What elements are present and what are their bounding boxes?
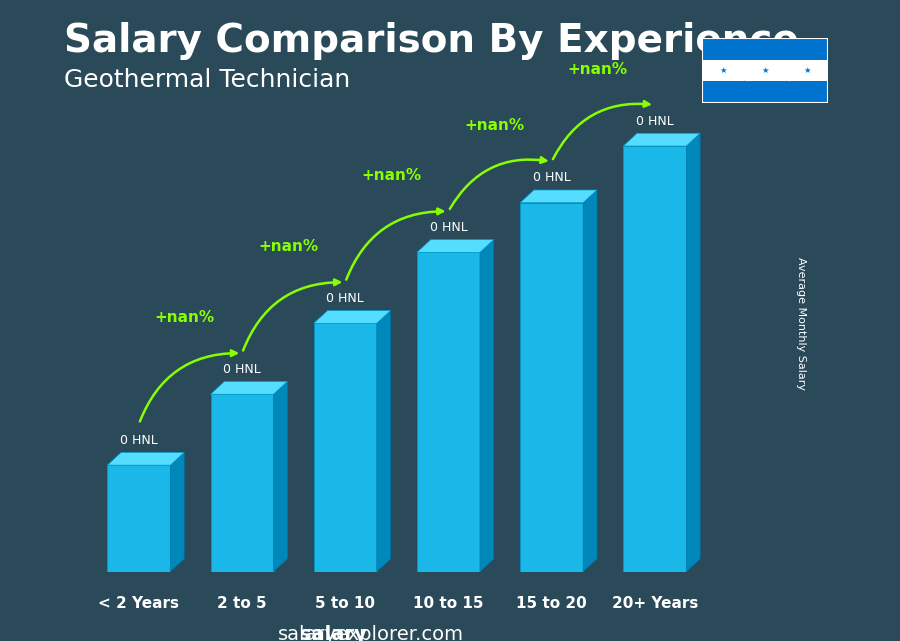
Text: +nan%: +nan% xyxy=(361,168,421,183)
Text: 0 HNL: 0 HNL xyxy=(327,292,364,305)
Text: 15 to 20: 15 to 20 xyxy=(517,596,587,612)
Text: ★: ★ xyxy=(740,79,748,88)
Polygon shape xyxy=(314,323,377,572)
Polygon shape xyxy=(314,310,391,323)
Polygon shape xyxy=(624,146,687,572)
Bar xyxy=(702,60,828,81)
Text: 0 HNL: 0 HNL xyxy=(429,221,467,234)
Polygon shape xyxy=(107,465,170,572)
Text: 10 to 15: 10 to 15 xyxy=(413,596,483,612)
Polygon shape xyxy=(583,190,597,572)
Polygon shape xyxy=(211,394,274,572)
Polygon shape xyxy=(417,240,494,253)
Text: ★: ★ xyxy=(719,66,727,75)
Polygon shape xyxy=(520,203,583,572)
Polygon shape xyxy=(107,453,184,465)
Polygon shape xyxy=(274,381,287,572)
Bar xyxy=(702,38,828,60)
Text: 20+ Years: 20+ Years xyxy=(612,596,698,612)
Text: 5 to 10: 5 to 10 xyxy=(315,596,375,612)
Polygon shape xyxy=(520,190,597,203)
Text: +nan%: +nan% xyxy=(464,118,525,133)
Text: < 2 Years: < 2 Years xyxy=(98,596,179,612)
Text: +nan%: +nan% xyxy=(155,310,215,325)
Polygon shape xyxy=(687,133,700,572)
Text: ★: ★ xyxy=(761,66,769,75)
Text: 0 HNL: 0 HNL xyxy=(533,171,571,185)
Text: salaryexplorer.com: salaryexplorer.com xyxy=(278,625,464,641)
Polygon shape xyxy=(624,133,700,146)
Text: 2 to 5: 2 to 5 xyxy=(217,596,267,612)
Text: Geothermal Technician: Geothermal Technician xyxy=(64,68,350,92)
Bar xyxy=(702,81,828,103)
Text: salary: salary xyxy=(300,625,366,641)
Polygon shape xyxy=(170,453,184,572)
Polygon shape xyxy=(211,381,287,394)
Polygon shape xyxy=(417,253,480,572)
Polygon shape xyxy=(377,310,391,572)
Text: 0 HNL: 0 HNL xyxy=(636,115,674,128)
Text: Average Monthly Salary: Average Monthly Salary xyxy=(796,257,806,390)
Text: 0 HNL: 0 HNL xyxy=(223,363,261,376)
Text: ★: ★ xyxy=(803,66,811,75)
Polygon shape xyxy=(480,240,494,572)
Text: Salary Comparison By Experience: Salary Comparison By Experience xyxy=(64,22,798,60)
Text: 0 HNL: 0 HNL xyxy=(120,434,158,447)
Text: ★: ★ xyxy=(782,79,790,88)
Text: +nan%: +nan% xyxy=(258,239,318,254)
Text: +nan%: +nan% xyxy=(568,62,627,76)
